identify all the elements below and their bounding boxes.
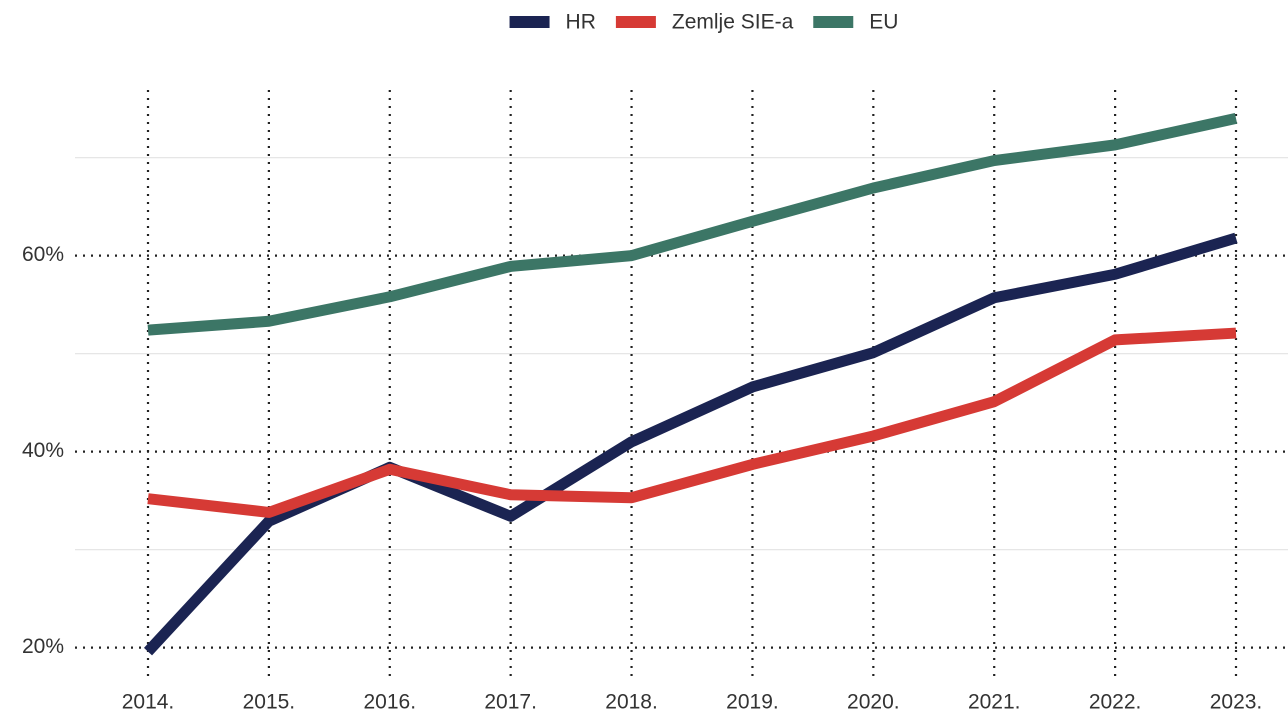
legend-swatch (509, 16, 550, 28)
y-tick-label: 40% (22, 439, 64, 462)
legend-swatch (615, 16, 656, 28)
line-series (143, 232, 1238, 656)
x-tick-label: 2022. (1089, 691, 1142, 714)
legend-label: EU (869, 11, 898, 34)
x-tick-label: 2015. (243, 691, 296, 714)
line-series (147, 327, 1237, 518)
x-tick-label: 2020. (847, 691, 900, 714)
legend-label: HR (566, 11, 596, 34)
line-series (147, 113, 1238, 336)
x-tick-label: 2023. (1210, 691, 1263, 714)
x-tick-label: 2018. (605, 691, 658, 714)
x-tick-label: 2019. (726, 691, 779, 714)
x-tick-label: 2017. (484, 691, 537, 714)
y-tick-label: 20% (22, 635, 64, 658)
legend-label: Zemlje SIE-a (672, 11, 794, 34)
x-tick-label: 2021. (968, 691, 1021, 714)
x-tick-label: 2014. (122, 691, 175, 714)
y-tick-label: 60% (22, 243, 64, 266)
legend-swatch (813, 16, 854, 28)
x-tick-label: 2016. (363, 691, 416, 714)
